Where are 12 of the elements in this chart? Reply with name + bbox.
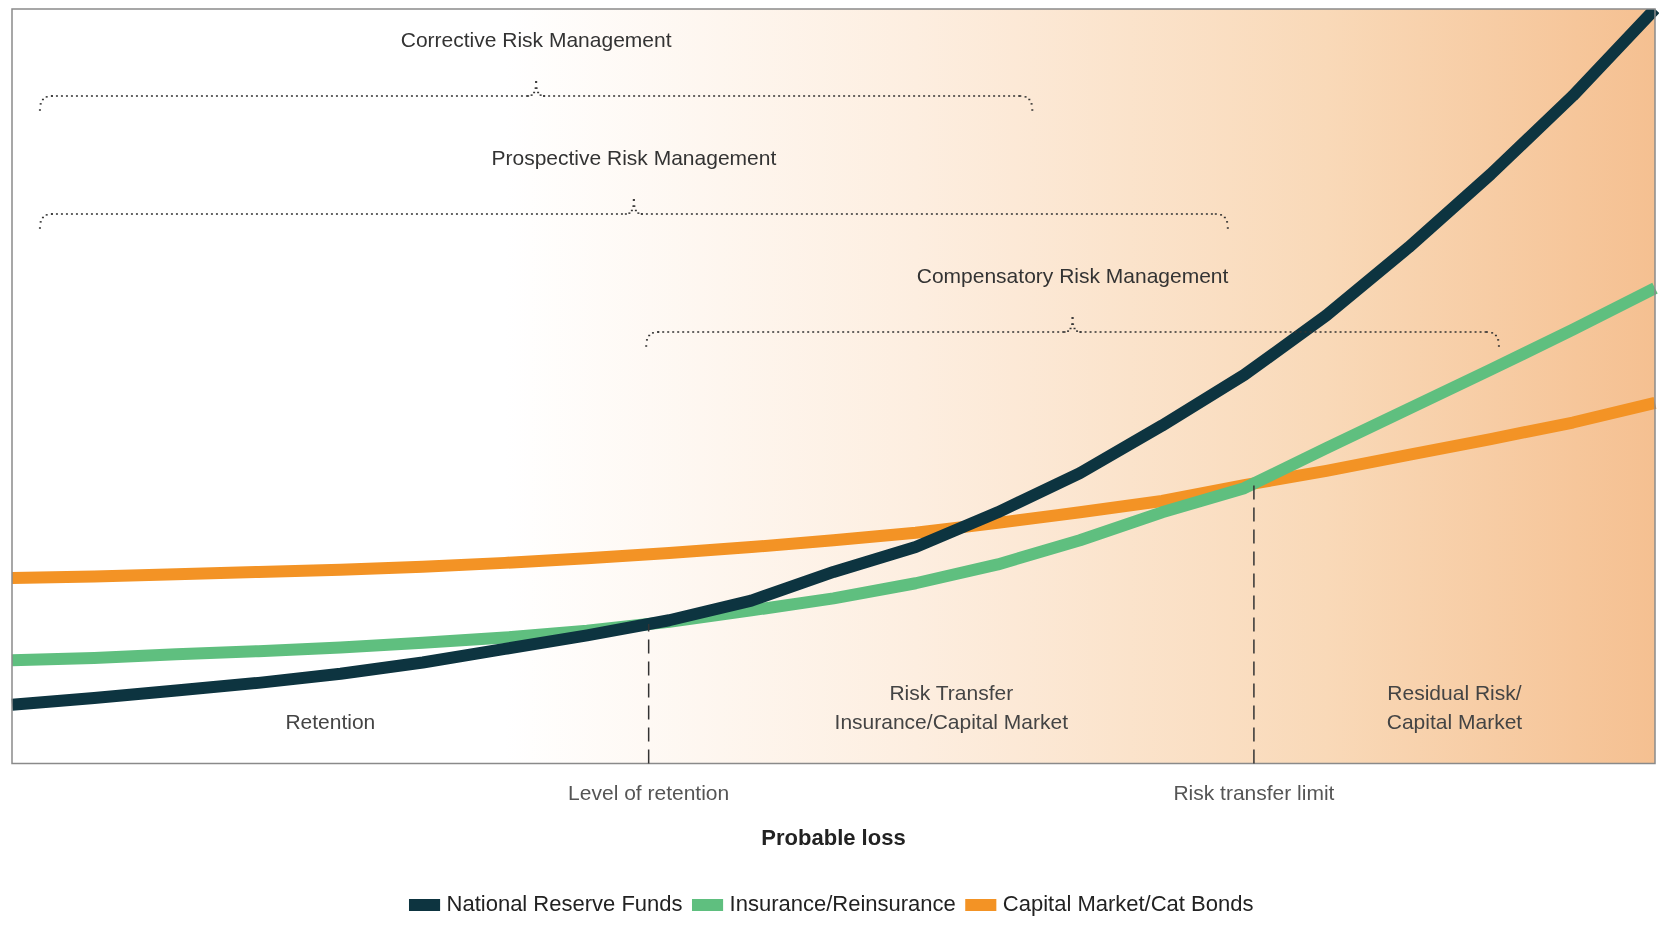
annotation: Corrective Risk Management xyxy=(400,27,672,51)
annotation: Prospective Risk Management xyxy=(491,145,777,169)
x-axis-title: Probable loss xyxy=(761,824,906,850)
annotation: Risk Transfer Insurance/Capital Market xyxy=(834,681,1069,734)
legend-label: National Reserve Funds xyxy=(446,891,683,917)
annotation: Residual Risk/ Capital Market xyxy=(1386,681,1523,734)
annotation: Retention xyxy=(285,710,376,734)
text: Level of retention xyxy=(568,781,730,805)
legend-label: Insurance/Reinsurance xyxy=(729,891,956,917)
legend-label: Capital Market/Cat Bonds xyxy=(1002,891,1254,917)
text: Risk transfer limit xyxy=(1173,781,1335,805)
annotation: Compensatory Risk Management xyxy=(916,263,1229,287)
